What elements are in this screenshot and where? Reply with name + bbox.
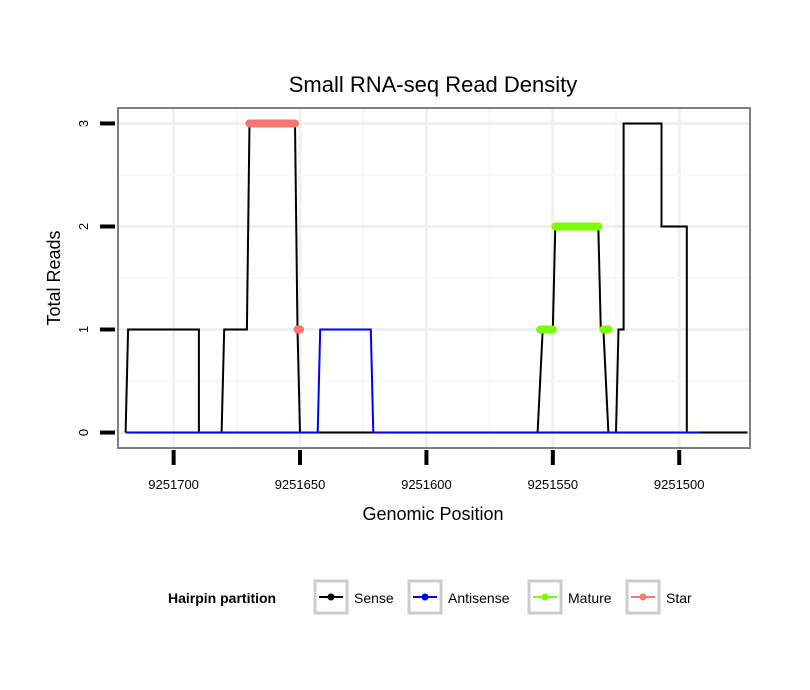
series-layer [124,119,748,434]
legend-point-antisense [421,593,429,601]
x-tick-label: 9251700 [148,477,199,492]
y-tick-label: 2 [76,223,91,230]
legend-label-antisense: Antisense [448,590,510,606]
chart-title: Small RNA-seq Read Density [289,72,578,97]
plot-frame [117,107,751,449]
x-tick-label: 9251500 [654,477,705,492]
y-tick-label: 1 [76,326,91,333]
legend-label-star: Star [666,590,692,606]
x-tick-label: 9251600 [401,477,452,492]
y-axis: 0 1 2 3 [76,120,115,436]
legend: Hairpin partition Sense Antisense Mature St… [168,579,692,615]
x-axis-label: Genomic Position [362,504,503,524]
legend-title: Hairpin partition [168,590,276,606]
x-tick-label: 9251650 [275,477,326,492]
y-axis-label: Total Reads [44,230,64,325]
legend-point-mature [541,593,549,601]
series-line-antisense [125,328,700,434]
legend-label-mature: Mature [568,590,612,606]
legend-point-star [639,593,647,601]
y-tick-label: 0 [76,429,91,436]
x-tick-label: 9251550 [528,477,579,492]
legend-point-sense [327,593,335,601]
x-axis: 9251700 9251650 9251600 9251550 9251500 [148,450,705,492]
y-tick-label: 3 [76,120,91,127]
grid-layer [118,108,750,448]
legend-label-sense: Sense [354,590,394,606]
